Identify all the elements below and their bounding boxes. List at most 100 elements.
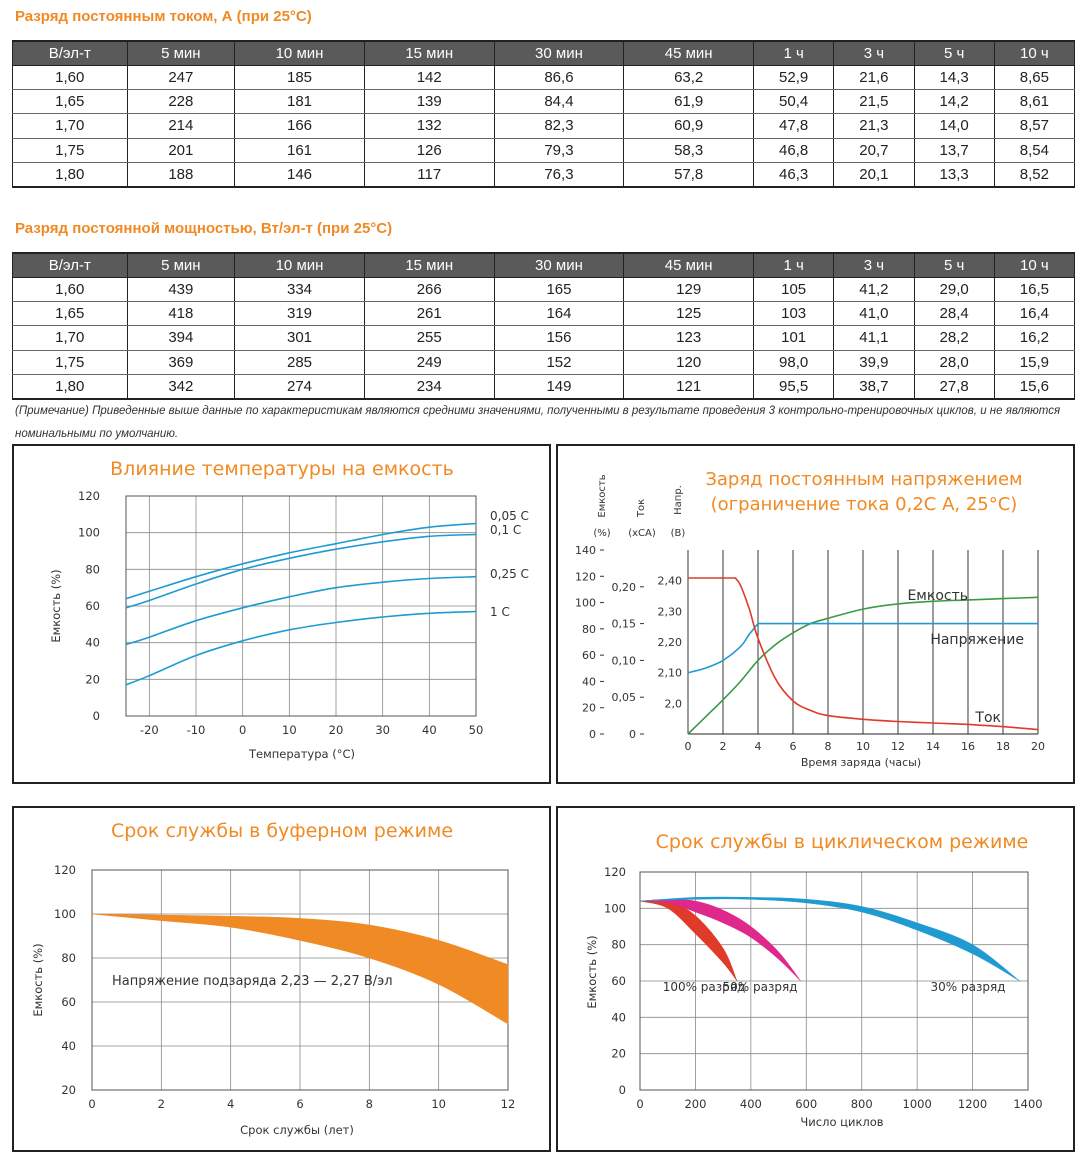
table-cell: 146 (234, 162, 365, 188)
x-tick-label: 14 (926, 740, 940, 753)
col-header: 1 ч (753, 252, 835, 278)
y-tick-label: 120 (604, 865, 626, 879)
chart-title: Срок службы в циклическом режиме (656, 831, 1029, 853)
x-tick-label: 0 (685, 740, 692, 753)
table-cell: 132 (363, 113, 495, 139)
series-line-current (688, 577, 1039, 731)
table-cell: 319 (234, 301, 365, 327)
y-tick-label: 20 (85, 672, 100, 686)
table-cell: 15,6 (993, 374, 1076, 400)
chart-title: Заряд постоянным напряжением (705, 469, 1022, 490)
x-tick-label: 18 (996, 740, 1010, 753)
y-tick-voltage: 2,20 (658, 636, 683, 649)
series-label: Напряжение (930, 632, 1024, 648)
col-header: 10 ч (993, 252, 1076, 278)
table-cell: 8,65 (993, 65, 1076, 90)
table-cell: 228 (126, 89, 236, 115)
table-cell: 20,1 (833, 162, 915, 188)
x-tick-label: 8 (366, 1097, 373, 1111)
x-tick-label: 16 (961, 740, 975, 753)
table-row: 1,80 188 146 117 76,3 57,8 46,3 20,1 13,3 8,52 (12, 162, 1076, 188)
x-axis-label: Время заряда (часы) (801, 756, 921, 769)
x-tick-label: 2 (158, 1097, 165, 1111)
life-band (639, 899, 801, 982)
plot-frame (125, 495, 477, 717)
table-cell: 1,80 (12, 374, 128, 400)
table-cell: 21,5 (833, 89, 915, 115)
table-cell: 16,4 (993, 301, 1076, 327)
x-tick-label: 10 (856, 740, 870, 753)
table-cell: 247 (126, 65, 236, 90)
y-tick-label: 120 (78, 489, 100, 503)
table-cell: 214 (126, 113, 236, 139)
y-tick-label: 120 (54, 863, 76, 877)
x-tick-label: 800 (851, 1097, 873, 1111)
y-tick-label: 100 (604, 901, 626, 915)
table-header-row: В/эл-т 5 мин 10 мин 15 мин 30 мин 45 мин… (12, 252, 1076, 278)
table-cell: 1,75 (12, 138, 128, 164)
y-tick-current: 0,05 (612, 691, 637, 704)
table-cell: 14,2 (913, 89, 995, 115)
series-label: 0,25 С (490, 567, 529, 581)
table-cell: 139 (363, 89, 495, 115)
x-tick-label: 10 (431, 1097, 446, 1111)
table-cell: 188 (126, 162, 236, 188)
table-row: 1,65 418 319 261 164 125 103 41,0 28,4 16,4 (12, 301, 1076, 327)
table-row: 1,65 228 181 139 84,4 61,9 50,4 21,5 14,2 8,61 (12, 89, 1076, 115)
table-cell: 98,0 (753, 350, 835, 376)
discharge-power-table: В/эл-т 5 мин 10 мин 15 мин 30 мин 45 мин… (12, 252, 1076, 400)
discharge-current-table: В/эл-т 5 мин 10 мин 15 мин 30 мин 45 мин… (12, 40, 1076, 188)
axis-unit-current: (хСА) (628, 528, 656, 539)
table-cell: 16,2 (993, 325, 1076, 351)
col-header: 5 мин (126, 252, 236, 278)
table-cell: 185 (234, 65, 365, 90)
chart-charge: Заряд постоянным напряжением (ограничение… (575, 469, 1045, 769)
chart-temperature-panel: Влияние температуры на емкость 0 20 40 60 80 1… (12, 444, 551, 784)
x-tick-label: -20 (140, 723, 159, 737)
x-axis-label: Температура (°С) (248, 747, 355, 761)
y-tick-label: 80 (85, 562, 100, 576)
table-cell: 1,70 (12, 325, 128, 351)
table-cell: 105 (753, 277, 835, 302)
table-cell: 126 (363, 138, 495, 164)
table-cell: 21,6 (833, 65, 915, 90)
series-label: 100% разряд (663, 980, 746, 994)
x-tick-label: 2 (720, 740, 727, 753)
series-label: 50% разряд (723, 980, 798, 994)
col-header: 5 ч (913, 40, 995, 66)
table-cell: 161 (234, 138, 365, 164)
table-cell: 156 (493, 325, 625, 351)
table-cell: 164 (493, 301, 625, 327)
table-cell: 334 (234, 277, 365, 302)
table-row: 1,80 342 274 234 149 121 95,5 38,7 27,8 15,6 (12, 374, 1076, 400)
table-cell: 41,2 (833, 277, 915, 302)
table-row: 1,70 214 166 132 82,3 60,9 47,8 21,3 14,0 8,57 (12, 113, 1076, 139)
table-cell: 201 (126, 138, 236, 164)
x-tick-label: 12 (891, 740, 905, 753)
y-tick-voltage: 2,10 (658, 667, 683, 680)
table-cell: 249 (363, 350, 495, 376)
y-tick-capacity: 120 (575, 570, 596, 583)
table-cell: 8,54 (993, 138, 1076, 164)
table-cell: 418 (126, 301, 236, 327)
y-tick-voltage: 2,40 (658, 575, 683, 588)
chart-charge-panel: Заряд постоянным напряжением (ограничение… (556, 444, 1075, 784)
table-cell: 50,4 (753, 89, 835, 115)
life-band (91, 913, 509, 1025)
table-cell: 369 (126, 350, 236, 376)
col-header: 10 ч (993, 40, 1076, 66)
table-cell: 21,3 (833, 113, 915, 139)
x-tick-label: 0 (239, 723, 246, 737)
series-label: Ток (974, 710, 1001, 726)
col-header: 30 мин (493, 40, 625, 66)
series-line (125, 533, 477, 609)
table-cell: 439 (126, 277, 236, 302)
y-axis-label: Емкость (%) (31, 943, 45, 1016)
table-row: 1,60 439 334 266 165 129 105 41,2 29,0 16,5 (12, 277, 1076, 302)
table-cell: 13,3 (913, 162, 995, 188)
y-tick-capacity: 100 (575, 597, 596, 610)
chart-title: Срок службы в буферном режиме (111, 820, 453, 842)
table-cell: 121 (623, 374, 755, 400)
table-cell: 1,65 (12, 89, 128, 115)
x-tick-label: 20 (329, 723, 344, 737)
